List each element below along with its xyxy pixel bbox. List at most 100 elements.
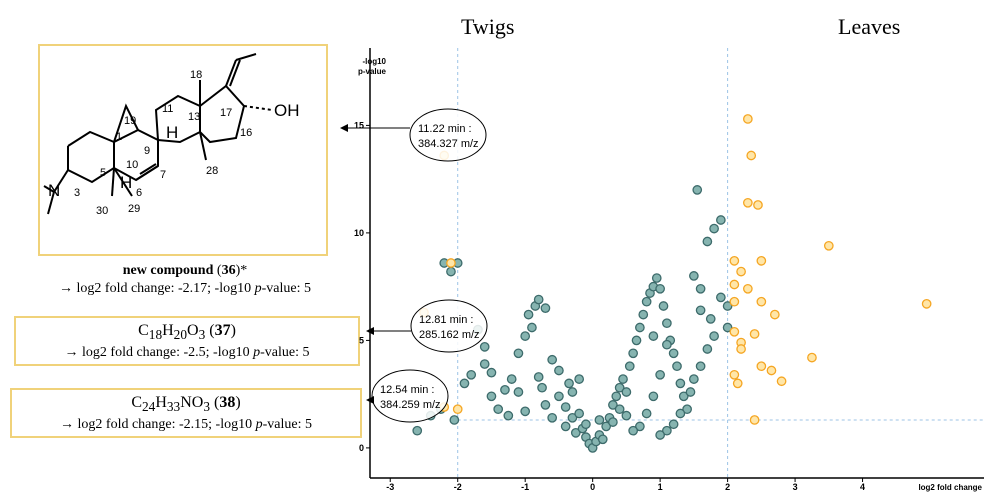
orange-point — [749, 415, 760, 425]
atom-label: 1 — [116, 131, 122, 143]
plot-frame — [369, 48, 984, 479]
teal-point — [604, 412, 615, 423]
x-tick-label: 2 — [725, 482, 730, 492]
atom-label: 9 — [144, 145, 150, 157]
x-tick-label: -1 — [521, 482, 529, 492]
leaves-header: Leaves — [838, 14, 901, 39]
teal-point — [655, 430, 665, 440]
compound-38-detail: → log2 fold change: -2.15; -log10 p-valu… — [12, 416, 360, 434]
orange-point — [742, 283, 753, 294]
teal-point — [722, 301, 733, 311]
detail-suffix: -value: 5 — [261, 281, 311, 296]
teal-point — [584, 438, 595, 449]
teal-point — [608, 417, 618, 427]
compound-38-id: 38 — [219, 394, 236, 411]
teal-point — [547, 412, 558, 423]
teal-point — [635, 421, 645, 432]
teal-point — [520, 331, 531, 341]
orange-point — [439, 402, 450, 412]
atom-label: 28 — [206, 165, 218, 177]
teal-point — [591, 436, 601, 447]
detail-prefix: → log2 fold change: -2.5; -log10 — [64, 345, 254, 361]
annotation-time: 12.81 min : — [419, 314, 473, 326]
teal-point — [641, 408, 652, 419]
teal-point — [574, 374, 585, 384]
teal-point — [675, 378, 686, 389]
detail-p: p — [253, 345, 261, 361]
teal-point — [662, 318, 672, 329]
x-tick-label: 3 — [793, 482, 798, 492]
atom-label: 5 — [100, 167, 106, 179]
teal-point — [547, 354, 558, 365]
annotation-ellipse — [371, 369, 449, 423]
teal-point — [594, 415, 605, 425]
teal-point — [618, 374, 628, 384]
orange-point — [736, 344, 746, 354]
orange-point — [439, 150, 450, 161]
atom-label: 29 — [128, 203, 140, 215]
atom-label: 10 — [126, 159, 138, 171]
teal-point — [682, 404, 692, 415]
teal-point — [503, 410, 514, 421]
orange-point — [807, 352, 817, 363]
teal-point — [577, 423, 588, 434]
orange-point — [729, 369, 740, 380]
teal-point — [473, 324, 483, 335]
teal-point — [702, 236, 713, 247]
teal-point — [486, 367, 497, 378]
atom-label: 3 — [74, 187, 80, 199]
compound-36-caption: new compound (36)* → log2 fold change: -… — [22, 262, 348, 298]
teal-point — [479, 341, 490, 352]
structure-box: 19 11 18 1 13 17 16 9 10 3 5 6 7 28 30 2… — [38, 44, 328, 256]
compound-37-id: 37 — [214, 322, 231, 339]
teal-point — [709, 331, 719, 341]
teal-point — [459, 378, 470, 389]
teal-point — [554, 391, 564, 402]
teal-point — [611, 391, 622, 402]
teal-point — [493, 404, 504, 415]
annotation-mz: 285.162 m/z — [419, 329, 480, 341]
orange-point — [446, 258, 456, 268]
y-axis-label: p-value — [358, 67, 387, 76]
teal-point — [527, 322, 537, 333]
x-tick-label: 1 — [658, 482, 663, 492]
teal-point — [530, 301, 541, 311]
teal-point — [689, 374, 699, 384]
teal-point — [716, 215, 726, 225]
teal-point — [695, 283, 706, 294]
compound-37-detail: → log2 fold change: -2.5; -log10 p-value… — [16, 344, 358, 362]
teal-point — [446, 266, 456, 277]
formula-part: O — [187, 322, 199, 339]
hydroxyl-label: OH — [274, 101, 300, 120]
teal-point — [608, 400, 618, 410]
teal-point — [581, 432, 591, 442]
y-axis-label: -log10 — [362, 57, 386, 66]
teal-point — [722, 322, 733, 333]
teal-point — [452, 258, 463, 268]
annotation-ellipse — [409, 108, 487, 162]
teal-point — [523, 309, 534, 320]
data-points — [412, 114, 932, 453]
teal-point — [689, 271, 699, 281]
teal-point — [513, 387, 524, 397]
teal-point — [628, 425, 638, 436]
nitrogen-label: N — [48, 181, 60, 200]
twigs-header: Twigs — [461, 14, 515, 39]
atom-label: 16 — [240, 127, 252, 139]
orange-point — [742, 114, 753, 124]
teal-point — [574, 408, 585, 419]
teal-point — [702, 344, 713, 354]
formula-sub: 20 — [173, 327, 187, 343]
teal-point — [621, 410, 632, 421]
teal-point — [678, 391, 689, 402]
orange-point — [736, 337, 746, 348]
atom-label: 6 — [136, 187, 142, 199]
x-axis-label: log2 fold change — [918, 483, 982, 492]
orange-point — [732, 378, 743, 389]
orange-point — [729, 296, 740, 307]
orange-point — [756, 361, 767, 372]
teal-point — [672, 361, 682, 372]
orange-point — [776, 376, 787, 387]
teal-point — [695, 305, 706, 316]
x-tick-label: -2 — [454, 482, 462, 492]
